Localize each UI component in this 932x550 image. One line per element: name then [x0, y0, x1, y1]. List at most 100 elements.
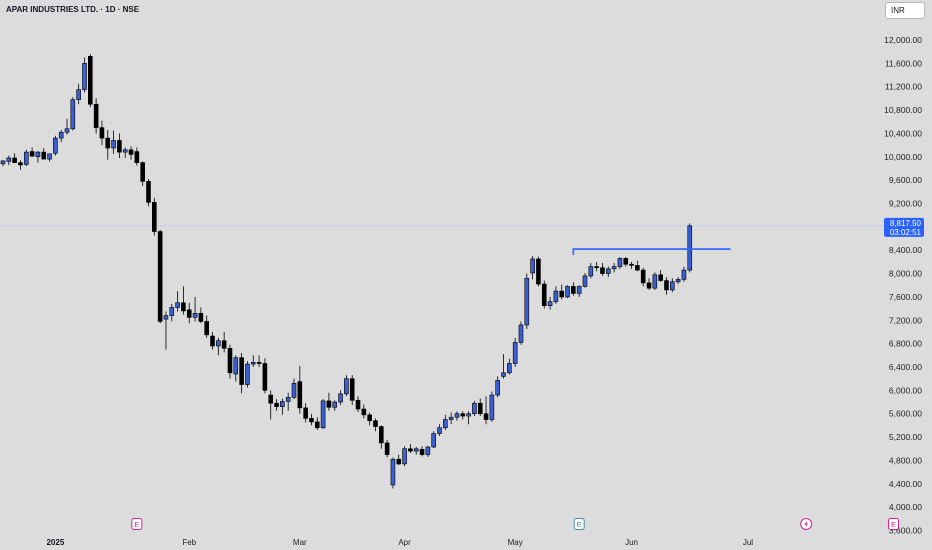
x-tick-label: May — [508, 538, 523, 547]
candle — [495, 376, 501, 398]
candle — [122, 147, 128, 158]
candle — [111, 130, 116, 154]
candle — [553, 286, 559, 304]
resistance-line-group — [572, 248, 731, 256]
candle — [0, 160, 6, 167]
candle-body — [175, 302, 180, 308]
candle — [64, 118, 70, 135]
earnings-event-marker[interactable]: E — [887, 518, 899, 530]
candle — [378, 425, 384, 449]
candle-body — [53, 137, 58, 154]
y-tick-label: 6,000.00 — [889, 385, 922, 395]
earnings-event-box — [131, 518, 143, 530]
candle-body — [512, 342, 518, 364]
y-tick-label: 4,000.00 — [889, 502, 922, 512]
earnings-event-marker[interactable]: E — [573, 518, 585, 530]
candle-body — [250, 362, 256, 365]
x-tick-label: Mar — [293, 538, 307, 547]
candle — [175, 291, 180, 312]
candle-body — [70, 99, 76, 130]
candle-body — [99, 127, 105, 139]
candle-body — [117, 140, 122, 153]
candle-body — [23, 151, 29, 165]
y-tick-label: 10,000.00 — [884, 152, 922, 162]
candle — [227, 344, 233, 379]
price-axis[interactable]: 3,600.00 4,000.00 4,400.00 4,800.00 5,200.00… — [884, 35, 922, 536]
x-tick-label: 2025 — [46, 538, 64, 547]
candle-body — [18, 162, 23, 166]
candle-body — [361, 408, 367, 416]
candle-body — [181, 302, 186, 312]
candle-body — [367, 414, 372, 422]
candle-body — [413, 448, 419, 452]
candle — [477, 398, 483, 417]
time-axis[interactable]: 2025 Feb Mar Apr May Jun Jul — [46, 538, 753, 547]
earnings-event-box — [887, 518, 899, 530]
candle-body — [576, 286, 582, 294]
candle — [117, 133, 122, 158]
candle — [35, 150, 41, 163]
candle — [635, 260, 640, 272]
candle — [23, 149, 29, 167]
x-tick-label: Feb — [182, 538, 196, 547]
candle-body — [571, 286, 576, 294]
candle-body — [210, 335, 215, 347]
candle — [524, 273, 530, 330]
candle-body — [332, 401, 338, 408]
candle — [448, 412, 454, 425]
earnings-event-marker[interactable]: E — [131, 518, 143, 530]
candle — [367, 412, 372, 426]
candle — [82, 57, 87, 93]
candle — [408, 444, 413, 453]
candle — [594, 261, 599, 272]
resistance-line[interactable] — [572, 248, 731, 256]
candle-body — [256, 362, 262, 364]
candle-body — [437, 427, 442, 434]
x-tick-label: Jun — [625, 538, 638, 547]
candle-body — [163, 315, 169, 320]
y-tick-label: 12,000.00 — [884, 35, 922, 45]
candle-body — [460, 413, 466, 417]
y-tick-label: 8,000.00 — [889, 269, 922, 279]
candle — [93, 98, 99, 134]
earnings-event-box — [573, 518, 585, 530]
candle — [629, 261, 634, 269]
candle-body — [600, 267, 605, 274]
candle-body — [314, 421, 320, 429]
candle — [6, 155, 12, 165]
candle-body — [0, 160, 6, 165]
y-tick-label: 5,200.00 — [889, 432, 922, 442]
candle — [536, 256, 541, 287]
candle — [198, 307, 204, 324]
candle-body — [501, 372, 506, 377]
candle-body — [6, 157, 12, 162]
currency-button[interactable]: INR — [885, 2, 925, 19]
candle-body — [82, 63, 87, 90]
x-tick-label: Jul — [743, 538, 753, 547]
candle-body — [431, 433, 436, 448]
candle — [425, 445, 431, 457]
candle — [58, 129, 64, 143]
candle — [390, 457, 396, 489]
candle-body — [448, 416, 454, 420]
candle-body — [384, 442, 390, 455]
candle — [268, 390, 274, 420]
lightning-icon[interactable] — [800, 518, 813, 530]
y-tick-label: 3,600.00 — [889, 526, 922, 536]
candle — [669, 278, 675, 293]
candle-body — [297, 381, 303, 409]
candle-body — [29, 151, 35, 157]
candle — [53, 135, 58, 156]
candle — [483, 396, 489, 425]
candle-body — [495, 380, 501, 396]
candle — [233, 355, 239, 382]
candle — [431, 431, 436, 449]
earnings-event-label: E — [134, 520, 139, 529]
candle-body — [204, 321, 209, 336]
candle — [309, 413, 314, 426]
candle-body — [408, 448, 413, 452]
candle-body — [140, 162, 145, 182]
candle-body — [652, 274, 658, 289]
candle — [460, 411, 466, 420]
